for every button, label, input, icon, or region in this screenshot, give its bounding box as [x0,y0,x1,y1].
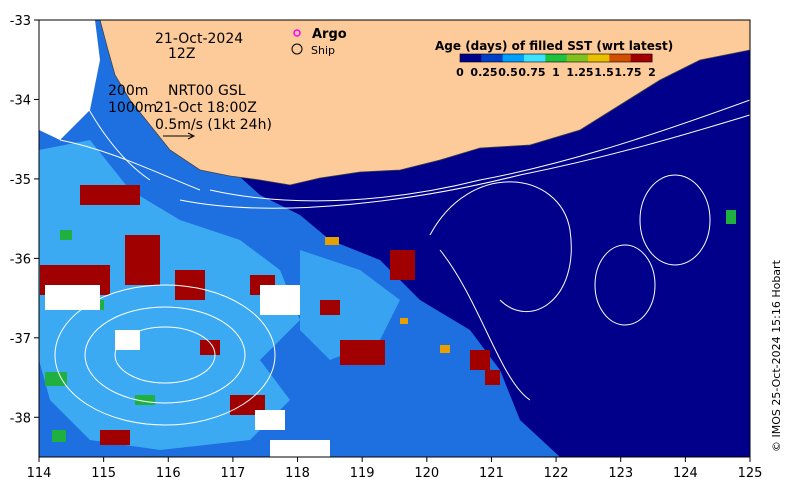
colorbar-tick-label: 2 [648,66,656,79]
map-plot-area [39,20,750,457]
colorbar-segment [566,54,589,62]
y-axis: -33 -34 -35 -36 -37 -38 [10,14,39,426]
colorbar-segment [524,54,546,62]
date-label: 21-Oct-2024 [155,31,243,47]
vector-scale-arrow-icon [163,132,196,140]
product-time-label: 21-Oct 18:00Z [155,100,257,116]
y-tick-label: -34 [10,93,31,108]
x-tick-label: 119 [350,466,375,481]
old-data-patches [40,185,500,445]
current-contours [54,69,750,426]
credit-text: © IMOS 25-Oct-2024 15:16 Hobart [770,260,783,452]
x-axis: 114 115 116 117 118 119 120 121 122 123 124 125 [27,457,763,481]
colorbar-tick-label: 1.5 [594,66,614,79]
y-tick-label: -35 [10,173,31,188]
colorbar-segment [481,54,504,62]
y-tick-label: -37 [10,332,31,347]
light-blue-patches-2 [300,250,400,360]
colorbar-segment [630,54,653,62]
hour-label: 12Z [168,46,195,62]
x-tick-label: 115 [91,466,116,481]
colorbar-segment [588,54,610,62]
ship-label: Ship [311,44,335,57]
ship-marker-icon [291,43,303,55]
vector-scale-label: 0.5m/s (1kt 24h) [155,117,272,133]
colorbar [459,53,653,63]
colorbar-segment [460,54,482,62]
x-tick-label: 125 [738,466,763,481]
x-tick-label: 117 [220,466,245,481]
y-tick-label: -33 [10,14,31,29]
colorbar-tick-label: 1 [552,66,560,79]
cloud-gaps [39,20,330,457]
colorbar-tick-label: 0.75 [518,66,545,79]
colorbar-tick-label: 0 [456,66,464,79]
x-tick-label: 118 [285,466,310,481]
recent-data-specks [325,237,450,353]
depth-shallow-label: 200m [108,83,148,99]
y-tick-label: -36 [10,252,31,267]
light-blue-patches [39,140,300,450]
colorbar-tick-label: 1.25 [566,66,593,79]
colorbar-segment [609,54,632,62]
colorbar-title: Age (days) of filled SST (wrt latest) [435,39,673,53]
x-tick-label: 123 [608,466,633,481]
x-tick-label: 120 [414,466,439,481]
colorbar-segment [502,54,525,62]
colorbar-tick-label: 0.5 [498,66,518,79]
colorbar-tick-label: 1.75 [614,66,641,79]
x-tick-label: 122 [544,466,569,481]
colorbar-frame [459,53,653,63]
y-tick-label: -38 [10,411,31,426]
x-tick-label: 116 [156,466,181,481]
plot-frame [38,19,751,458]
colorbar-ticks: 0 0.25 0.5 0.75 1 1.25 1.5 1.75 2 [456,66,656,79]
depth-deep-label: 1000m [108,100,157,116]
x-tick-label: 121 [479,466,504,481]
colorbar-tick-label: 0.25 [470,66,497,79]
product-label: NRT00 GSL [168,83,246,99]
argo-marker-icon [293,29,301,37]
x-tick-label: 114 [27,466,52,481]
argo-label: Argo [312,27,347,42]
x-tick-label: 124 [673,466,698,481]
colorbar-segment [545,54,568,62]
